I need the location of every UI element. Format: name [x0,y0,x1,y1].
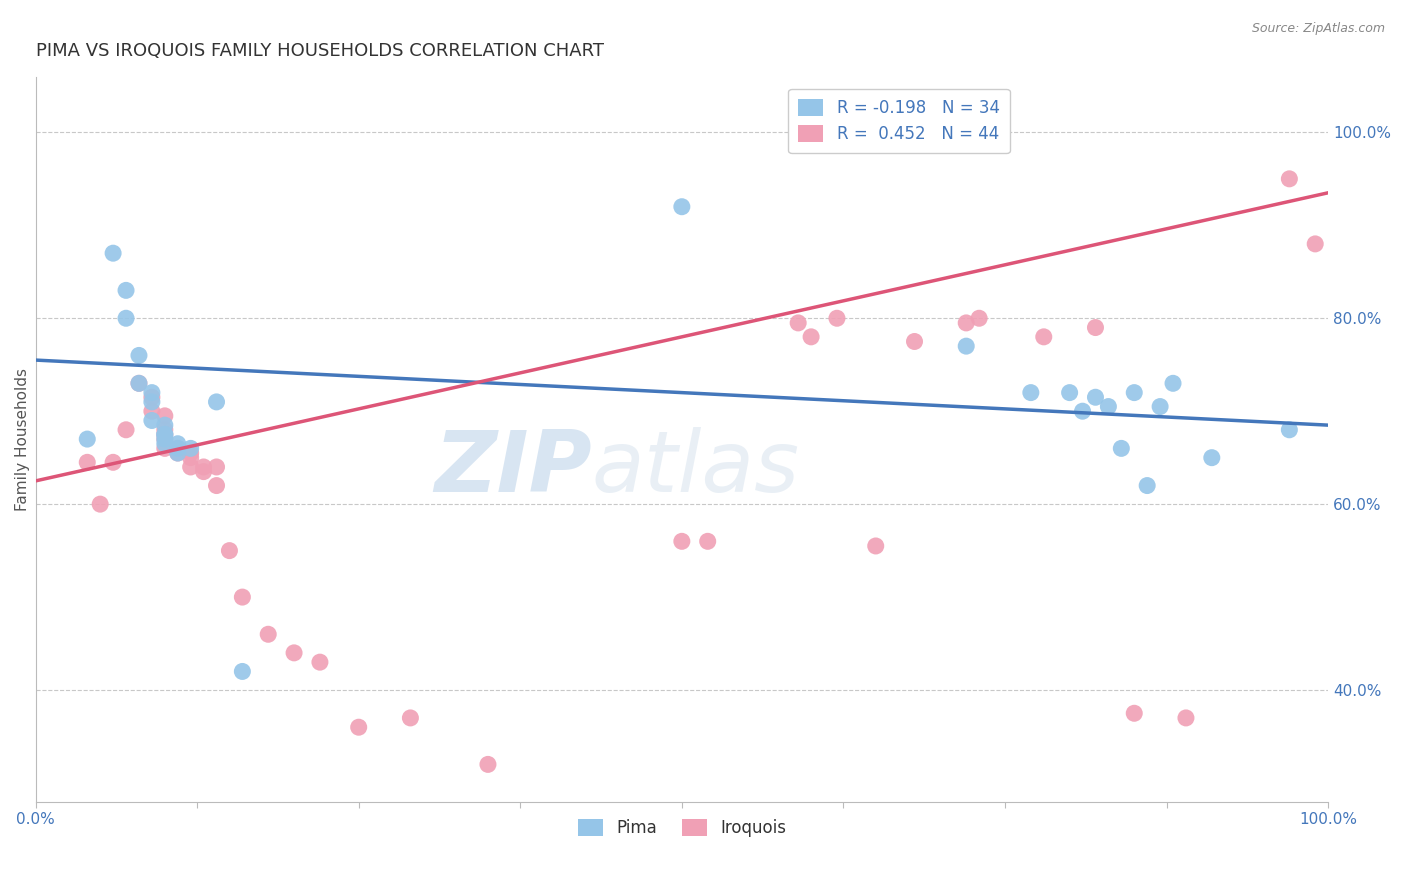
Point [128,376,150,391]
Point [205,460,228,475]
Point [1059,385,1081,400]
Point [1084,320,1107,334]
Point [153,442,176,456]
Text: PIMA VS IROQUOIS FAMILY HOUSEHOLDS CORRELATION CHART: PIMA VS IROQUOIS FAMILY HOUSEHOLDS CORRE… [35,42,603,60]
Point [153,432,176,446]
Point [1123,706,1146,721]
Point [153,409,176,423]
Point [205,478,228,492]
Point [231,665,253,679]
Point [1111,442,1133,456]
Point [101,246,124,260]
Point [347,720,370,734]
Point [865,539,887,553]
Point [903,334,925,349]
Point [153,427,176,442]
Point [180,446,202,460]
Point [166,436,188,450]
Point [1019,385,1042,400]
Point [141,395,163,409]
Point [399,711,422,725]
Point [153,418,176,433]
Point [115,311,138,326]
Point [309,655,332,669]
Point [141,390,163,404]
Point [1123,385,1146,400]
Point [180,450,202,465]
Point [477,757,499,772]
Point [231,590,253,604]
Point [115,284,138,298]
Point [193,460,215,475]
Point [153,427,176,442]
Point [1174,711,1197,725]
Point [1161,376,1184,391]
Point [955,316,977,330]
Point [166,446,188,460]
Point [283,646,305,660]
Point [141,413,163,427]
Point [193,465,215,479]
Point [153,423,176,437]
Point [787,316,810,330]
Text: Source: ZipAtlas.com: Source: ZipAtlas.com [1251,22,1385,36]
Point [76,455,98,469]
Point [153,427,176,442]
Point [115,423,138,437]
Point [696,534,718,549]
Point [180,442,202,456]
Point [1278,171,1301,186]
Point [141,404,163,418]
Point [205,395,228,409]
Point [1201,450,1223,465]
Point [1278,423,1301,437]
Point [89,497,111,511]
Point [166,442,188,456]
Point [1303,236,1326,251]
Y-axis label: Family Households: Family Households [15,368,30,510]
Point [825,311,848,326]
Point [180,460,202,475]
Point [1136,478,1159,492]
Point [257,627,280,641]
Legend: Pima, Iroquois: Pima, Iroquois [571,813,793,844]
Point [955,339,977,353]
Point [101,455,124,469]
Point [967,311,990,326]
Text: ZIP: ZIP [433,426,592,509]
Point [1097,400,1119,414]
Point [1071,404,1094,418]
Point [128,376,150,391]
Point [153,432,176,446]
Point [141,385,163,400]
Point [166,442,188,456]
Point [671,200,693,214]
Text: atlas: atlas [592,426,800,509]
Point [671,534,693,549]
Point [128,348,150,362]
Point [166,446,188,460]
Point [153,436,176,450]
Point [1084,390,1107,404]
Point [800,330,823,344]
Point [1032,330,1054,344]
Point [1149,400,1171,414]
Point [218,543,240,558]
Point [76,432,98,446]
